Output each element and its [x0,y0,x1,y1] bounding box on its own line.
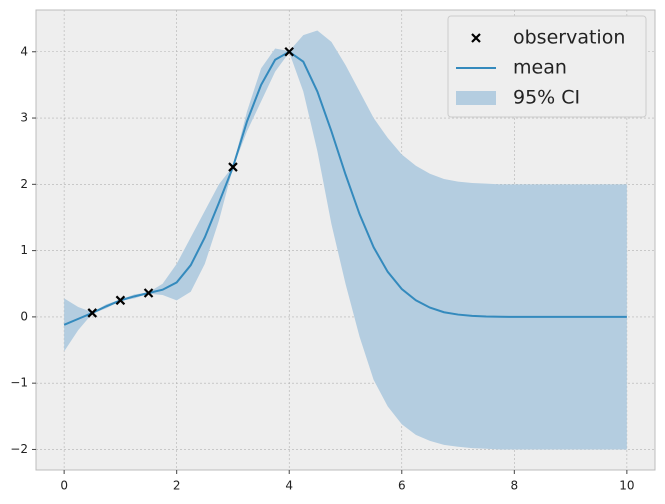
y-tick-label: −1 [10,376,28,390]
observation-marker [87,308,98,318]
y-tick-label: 0 [20,309,28,323]
legend-box [447,15,647,118]
y-tick-label: 1 [20,243,28,257]
observation-marker [284,46,295,57]
observation-marker [143,288,154,298]
x-tick-label: 0 [60,479,68,493]
legend-marker [471,33,481,43]
x-tick-label: 8 [510,479,518,493]
mean-line [63,50,627,326]
y-tick-label: 3 [20,111,28,125]
legend-label: mean [513,57,567,79]
legend-patch [456,91,496,105]
legend: observation mean 95% CI [447,15,647,118]
observation-marker [115,295,126,306]
y-tick-label: −2 [10,442,28,456]
x-tick-label: 10 [619,479,634,493]
x-tick-label: 2 [173,479,181,493]
y-tick-label: 2 [20,177,28,191]
x-tick-label: 4 [285,479,293,493]
legend-label: observation [513,27,625,49]
confidence-band [64,30,627,450]
x-tick-label: 6 [398,479,406,493]
observation-marker [228,162,238,172]
y-tick-label: 4 [20,44,28,58]
legend-label: 95% CI [513,87,580,109]
